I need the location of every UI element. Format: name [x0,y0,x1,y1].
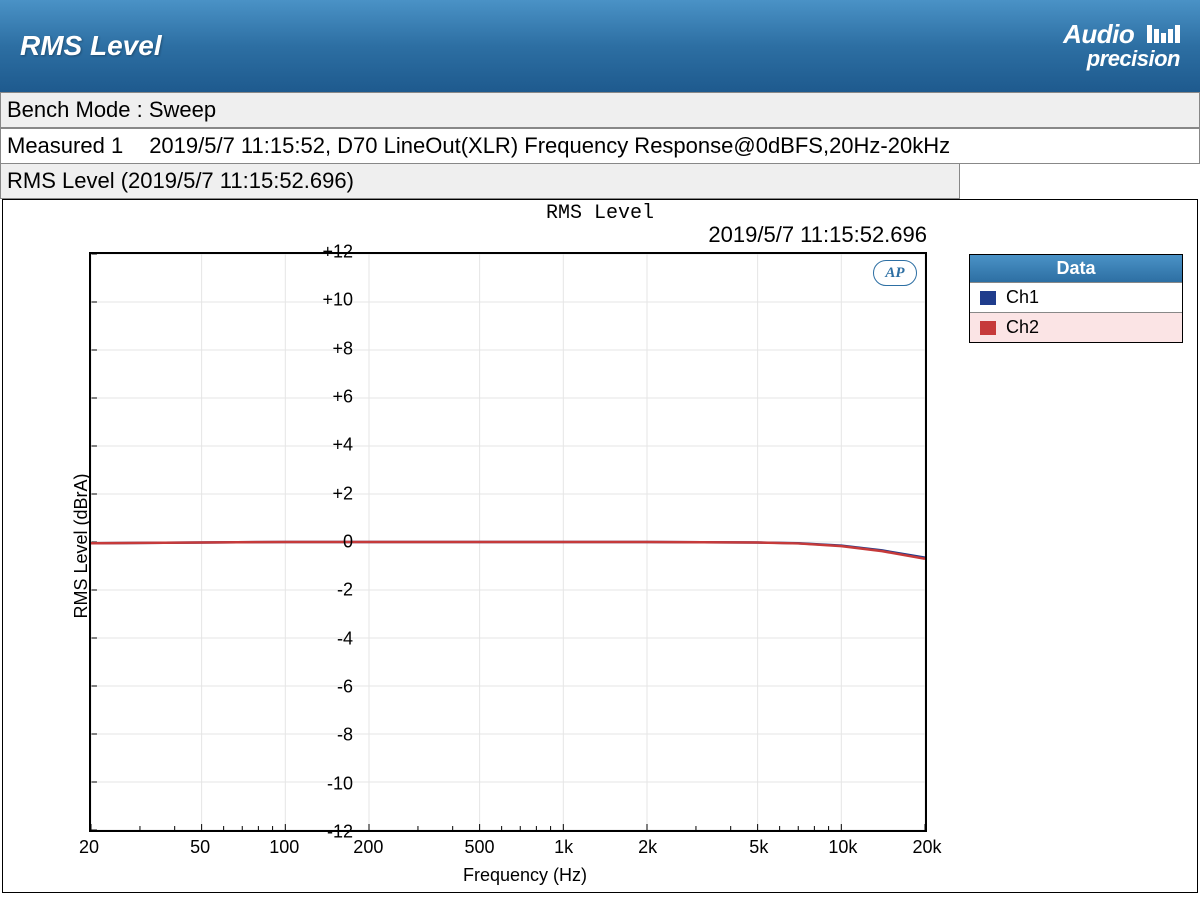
legend: Data Ch1 Ch2 [969,254,1183,343]
y-tick-label: -8 [303,725,353,746]
legend-header: Data [970,255,1182,282]
bench-mode-text: Bench Mode : Sweep [7,97,216,122]
x-axis-label: Frequency (Hz) [463,865,587,886]
measured-label: Measured 1 [7,133,123,158]
legend-row[interactable]: Ch1 [970,282,1182,312]
y-tick-label: +4 [303,435,353,456]
y-tick-label: +12 [303,242,353,263]
subtitle-text: RMS Level (2019/5/7 11:15:52.696) [7,168,354,193]
brand-logo: Audio precision [1063,23,1180,70]
x-tick-label: 200 [353,837,383,858]
x-tick-label: 1k [554,837,573,858]
y-tick-label: +10 [303,290,353,311]
legend-row[interactable]: Ch2 [970,312,1182,342]
x-tick-label: 5k [749,837,768,858]
y-tick-label: 0 [303,532,353,553]
legend-label: Ch2 [1006,317,1039,338]
header-banner: RMS Level Audio precision [0,0,1200,92]
x-tick-label: 100 [269,837,299,858]
logo-text-2: precision [1087,46,1180,71]
x-tick-label: 10k [828,837,857,858]
x-tick-label: 2k [638,837,657,858]
ap-badge-icon: AP [873,260,917,286]
chart-container: RMS Level 2019/5/7 11:15:52.696 RMS Leve… [2,199,1198,893]
y-tick-label: -6 [303,677,353,698]
y-tick-label: +2 [303,483,353,504]
header-title: RMS Level [20,30,162,62]
subtitle-row: RMS Level (2019/5/7 11:15:52.696) [0,164,960,199]
x-tick-label: 20 [79,837,99,858]
logo-bars-icon [1145,23,1180,46]
chart-timestamp: 2019/5/7 11:15:52.696 [708,222,927,248]
plot-svg [91,254,925,830]
x-tick-label: 50 [190,837,210,858]
y-tick-label: +6 [303,387,353,408]
chart-title: RMS Level [546,202,654,225]
legend-label: Ch1 [1006,287,1039,308]
plot-area: AP [89,252,927,832]
y-tick-label: +8 [303,338,353,359]
measured-detail: 2019/5/7 11:15:52, D70 LineOut(XLR) Freq… [149,133,950,158]
y-tick-label: -4 [303,628,353,649]
legend-swatch-icon [980,291,996,305]
logo-text-1: Audio [1063,19,1134,49]
y-tick-label: -10 [303,773,353,794]
x-tick-label: 20k [912,837,941,858]
y-tick-label: -2 [303,580,353,601]
y-tick-label: -12 [303,822,353,843]
x-tick-label: 500 [464,837,494,858]
measured-row: Measured 1 2019/5/7 11:15:52, D70 LineOut… [0,128,1200,164]
bench-mode-row: Bench Mode : Sweep [0,92,1200,128]
legend-swatch-icon [980,321,996,335]
